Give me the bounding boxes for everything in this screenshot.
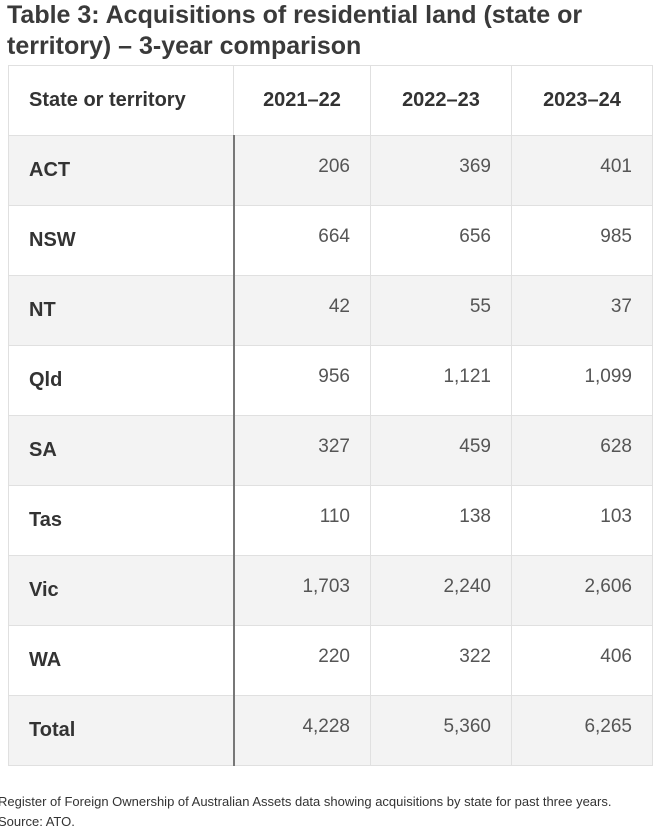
- cell: 2,240: [370, 555, 512, 626]
- cell: 37: [511, 275, 653, 346]
- cell: 5,360: [370, 695, 512, 766]
- cell: 110: [233, 485, 371, 556]
- cell: 369: [370, 135, 512, 206]
- table-row: SA 327 459 628: [8, 415, 653, 486]
- table-row: Tas 110 138 103: [8, 485, 653, 556]
- column-header: State or territory: [8, 65, 234, 136]
- cell: 401: [511, 135, 653, 206]
- cell: 656: [370, 205, 512, 276]
- cell: 1,703: [233, 555, 371, 626]
- row-label: ACT: [8, 135, 235, 206]
- table-row: WA 220 322 406: [8, 625, 653, 696]
- cell: 42: [233, 275, 371, 346]
- table-row: Total 4,228 5,360 6,265: [8, 695, 653, 766]
- table-body: ACT 206 369 401 NSW 664 656 985 NT 42 55 37 Qld 956 1,…: [8, 135, 653, 766]
- header-row: State or territory 2021–22 2022–23 2023–24: [8, 65, 653, 136]
- row-label: SA: [8, 415, 235, 486]
- table-row: ACT 206 369 401: [8, 135, 653, 206]
- row-label: WA: [8, 625, 235, 696]
- cell: 55: [370, 275, 512, 346]
- table-title: Table 3: Acquisitions of residential lan…: [7, 1, 583, 60]
- cell: 664: [233, 205, 371, 276]
- row-label: Vic: [8, 555, 235, 626]
- cell: 4,228: [233, 695, 371, 766]
- cell: 628: [511, 415, 653, 486]
- row-label: Total: [8, 695, 235, 766]
- cell: 103: [511, 485, 653, 556]
- cell: 1,121: [370, 345, 512, 416]
- cell: 327: [233, 415, 371, 486]
- row-label: NSW: [8, 205, 235, 276]
- cell: 956: [233, 345, 371, 416]
- cell: 406: [511, 625, 653, 696]
- cell: 138: [370, 485, 512, 556]
- data-table: State or territory 2021–22 2022–23 2023–24 …: [8, 65, 653, 766]
- column-header: 2023–24: [511, 65, 653, 136]
- cell: 985: [511, 205, 653, 276]
- row-label: Qld: [8, 345, 235, 416]
- row-label: Tas: [8, 485, 235, 556]
- column-header: 2022–23: [370, 65, 512, 136]
- table-row: Qld 956 1,121 1,099: [8, 345, 653, 416]
- caption: Register of Foreign Ownership of Austral…: [0, 794, 612, 829]
- table-row: NSW 664 656 985: [8, 205, 653, 276]
- table-head: State or territory 2021–22 2022–23 2023–24: [8, 65, 653, 136]
- table-row: Vic 1,703 2,240 2,606: [8, 555, 653, 626]
- cell: 2,606: [511, 555, 653, 626]
- column-header: 2021–22: [233, 65, 371, 136]
- row-label: NT: [8, 275, 235, 346]
- cell: 6,265: [511, 695, 653, 766]
- cell: 206: [233, 135, 371, 206]
- cell: 1,099: [511, 345, 653, 416]
- cell: 322: [370, 625, 512, 696]
- table-row: NT 42 55 37: [8, 275, 653, 346]
- cell: 459: [370, 415, 512, 486]
- cell: 220: [233, 625, 371, 696]
